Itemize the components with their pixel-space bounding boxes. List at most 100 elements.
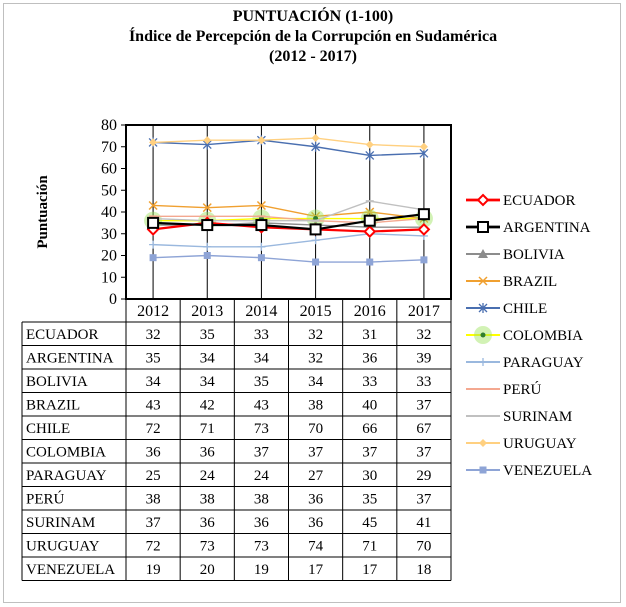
point-uruguay-2012 xyxy=(149,138,158,147)
table-cell-bolivia-2016: 33 xyxy=(362,374,377,390)
table-cell-chile-2012: 72 xyxy=(146,421,161,437)
table-cell-colombia-2012: 36 xyxy=(146,445,162,461)
point-uruguay-2014 xyxy=(257,136,266,145)
legend-marker-bolivia xyxy=(478,249,488,258)
point-venezuela-2015 xyxy=(312,258,320,266)
point-chile-2015 xyxy=(311,141,321,152)
series-line-paraguay xyxy=(153,233,424,248)
point-brazil-2013 xyxy=(202,203,212,213)
legend-marker-brazil xyxy=(478,276,488,286)
table-cell-colombia-2014: 37 xyxy=(254,445,270,461)
table-cell-perú-2013: 38 xyxy=(200,492,215,508)
point-venezuela-2017 xyxy=(420,256,428,264)
table-cell-paraguay-2013: 24 xyxy=(200,468,216,484)
table-cell-bolivia-2015: 34 xyxy=(308,374,324,390)
legend-label-argentina: ARGENTINA xyxy=(503,220,591,236)
y-tick-label: 40 xyxy=(101,204,117,221)
point-ecuador-2016 xyxy=(363,225,377,238)
point-argentina-2013 xyxy=(201,219,214,232)
table-row-label-perú: PERÚ xyxy=(26,491,65,508)
legend-marker-paraguay xyxy=(479,358,487,366)
table-cell-colombia-2015: 37 xyxy=(308,445,324,461)
point-paraguay-2015 xyxy=(311,236,320,245)
table-cell-ecuador-2015: 32 xyxy=(308,327,323,343)
table-cell-venezuela-2015: 17 xyxy=(308,562,324,578)
point-brazil-2014 xyxy=(256,200,266,211)
legend-label-venezuela: VENEZUELA xyxy=(503,463,592,479)
table-cell-brazil-2015: 38 xyxy=(308,398,323,414)
legend-marker-venezuela xyxy=(479,466,487,474)
table-cell-bolivia-2014: 35 xyxy=(254,374,269,390)
chart-frame xyxy=(3,3,621,603)
table-cell-ecuador-2016: 31 xyxy=(362,327,377,343)
table-cell-venezuela-2012: 19 xyxy=(146,562,161,578)
table-row-label-bolivia: BOLIVIA xyxy=(26,374,88,390)
point-brazil-2016 xyxy=(365,207,375,217)
table-row-label-venezuela: VENEZUELA xyxy=(26,562,115,578)
point-argentina-2014 xyxy=(255,219,268,232)
x-tick-label: 2017 xyxy=(408,303,440,320)
y-tick-label: 60 xyxy=(101,161,117,178)
table-cell-bolivia-2013: 34 xyxy=(200,374,216,390)
point-uruguay-2013 xyxy=(203,136,212,145)
y-tick-label: 30 xyxy=(101,226,117,243)
table-cell-uruguay-2017: 70 xyxy=(416,539,431,555)
table-cell-paraguay-2012: 25 xyxy=(146,468,161,484)
point-venezuela-2016 xyxy=(366,258,374,266)
legend-label-paraguay: PARAGUAY xyxy=(503,355,584,371)
legend-marker-chile xyxy=(478,303,488,313)
table-cell-paraguay-2014: 24 xyxy=(254,468,270,484)
table-cell-argentina-2016: 36 xyxy=(362,351,378,367)
legend-marker-colombia xyxy=(480,332,486,338)
chart-subtitle-years: (2012 - 2017) xyxy=(269,48,357,65)
y-tick-label: 80 xyxy=(101,117,117,134)
table-cell-surinam-2016: 45 xyxy=(362,515,377,531)
table-cell-colombia-2016: 37 xyxy=(362,445,378,461)
table-row-label-ecuador: ECUADOR xyxy=(26,327,99,343)
point-venezuela-2013 xyxy=(203,252,211,259)
legend-marker-ecuador xyxy=(476,193,490,207)
point-paraguay-2012 xyxy=(149,240,158,249)
table-cell-venezuela-2013: 20 xyxy=(200,562,215,578)
table-row-label-chile: CHILE xyxy=(26,421,70,437)
series-line-surinam xyxy=(153,200,425,222)
table-cell-chile-2014: 73 xyxy=(254,421,269,437)
point-paraguay-2014 xyxy=(257,242,266,251)
table-cell-argentina-2013: 34 xyxy=(200,351,216,367)
table-cell-brazil-2012: 43 xyxy=(146,398,161,414)
legend-label-colombia: COLOMBIA xyxy=(503,328,583,344)
table-cell-ecuador-2012: 32 xyxy=(146,327,161,343)
table-cell-argentina-2015: 32 xyxy=(308,351,323,367)
table-cell-surinam-2013: 36 xyxy=(200,515,216,531)
plot-area xyxy=(125,124,452,300)
table-cell-ecuador-2014: 33 xyxy=(254,327,269,343)
legend-label-chile: CHILE xyxy=(503,301,547,317)
series-line-argentina xyxy=(153,213,425,231)
legend-label-perú: PERÚ xyxy=(503,381,542,398)
table-cell-colombia-2017: 37 xyxy=(416,445,432,461)
point-argentina-2015 xyxy=(309,223,322,236)
table-row-label-argentina: ARGENTINA xyxy=(26,351,114,367)
legend-marker-argentina xyxy=(477,221,489,233)
series-line-uruguay xyxy=(153,137,424,148)
point-venezuela-2014 xyxy=(257,254,265,262)
table-cell-paraguay-2015: 27 xyxy=(308,468,324,484)
table-cell-surinam-2015: 36 xyxy=(308,515,324,531)
table-cell-argentina-2017: 39 xyxy=(416,351,431,367)
point-chile-2016 xyxy=(365,150,375,161)
series-line-chile xyxy=(153,139,424,157)
table-cell-surinam-2014: 36 xyxy=(254,515,270,531)
table-cell-brazil-2017: 37 xyxy=(416,398,432,414)
legend-label-uruguay: URUGUAY xyxy=(503,436,577,452)
y-tick-label: 20 xyxy=(101,248,117,265)
table-cell-chile-2016: 66 xyxy=(362,421,378,437)
x-tick-label: 2015 xyxy=(300,303,332,320)
table-cell-venezuela-2017: 18 xyxy=(416,562,431,578)
legend-marker-uruguay xyxy=(479,439,487,447)
table-cell-brazil-2014: 43 xyxy=(254,398,269,414)
y-tick-label: 10 xyxy=(101,269,117,286)
point-argentina-2016 xyxy=(363,214,376,227)
table-cell-chile-2013: 71 xyxy=(200,421,215,437)
series-line-perú xyxy=(153,215,424,224)
